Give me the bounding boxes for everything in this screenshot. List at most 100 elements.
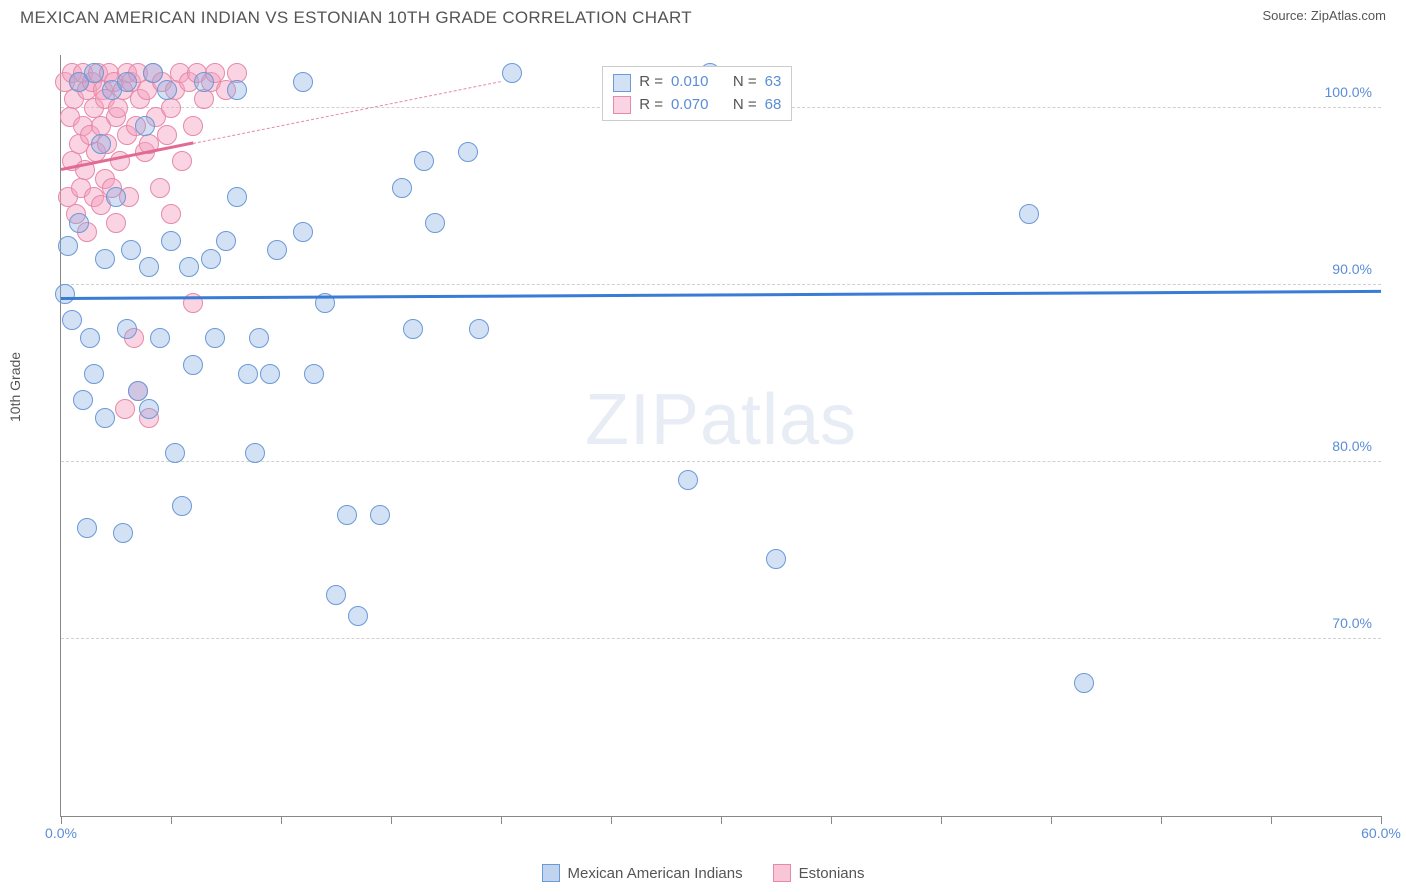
- x-tick: [281, 816, 282, 824]
- data-point: [157, 80, 177, 100]
- data-point: [293, 72, 313, 92]
- data-point: [135, 116, 155, 136]
- data-point: [143, 63, 163, 83]
- data-point: [80, 328, 100, 348]
- stat-n-label: N =: [733, 94, 757, 117]
- legend-swatch: [773, 864, 791, 882]
- stat-r-value: 0.070: [671, 94, 709, 117]
- data-point: [108, 98, 128, 118]
- data-point: [194, 89, 214, 109]
- series-swatch: [613, 96, 631, 114]
- stat-r-value: 0.010: [671, 71, 709, 94]
- data-point: [458, 142, 478, 162]
- data-point: [502, 63, 522, 83]
- data-point: [304, 364, 324, 384]
- data-point: [73, 390, 93, 410]
- data-point: [201, 249, 221, 269]
- data-point: [425, 213, 445, 233]
- source-attribution: Source: ZipAtlas.com: [1262, 8, 1386, 23]
- y-axis-label: 10th Grade: [7, 351, 23, 421]
- data-point: [115, 399, 135, 419]
- legend-label: Mexican American Indians: [568, 865, 743, 882]
- x-tick: [391, 816, 392, 824]
- data-point: [245, 443, 265, 463]
- gridline: [61, 638, 1381, 639]
- data-point: [469, 319, 489, 339]
- data-point: [249, 328, 269, 348]
- data-point: [117, 319, 137, 339]
- data-point: [260, 364, 280, 384]
- chart-container: 10th Grade ZIPatlas 70.0%80.0%90.0%100.0…: [20, 40, 1386, 847]
- data-point: [392, 178, 412, 198]
- data-point: [139, 399, 159, 419]
- stat-n-value: 63: [765, 71, 782, 94]
- data-point: [161, 98, 181, 118]
- data-point: [326, 585, 346, 605]
- data-point: [293, 222, 313, 242]
- stat-n-label: N =: [733, 71, 757, 94]
- data-point: [205, 328, 225, 348]
- source-link[interactable]: ZipAtlas.com: [1311, 8, 1386, 23]
- watermark: ZIPatlas: [585, 379, 857, 461]
- data-point: [117, 72, 137, 92]
- data-point: [62, 310, 82, 330]
- x-tick-label: 0.0%: [45, 825, 77, 841]
- data-point: [179, 257, 199, 277]
- legend: Mexican American Indians Estonians: [0, 864, 1406, 882]
- y-tick-label: 90.0%: [1328, 261, 1376, 277]
- data-point: [165, 443, 185, 463]
- data-point: [183, 355, 203, 375]
- x-tick: [61, 816, 62, 824]
- x-tick: [941, 816, 942, 824]
- data-point: [227, 187, 247, 207]
- data-point: [216, 231, 236, 251]
- data-point: [58, 236, 78, 256]
- x-tick: [611, 816, 612, 824]
- data-point: [150, 178, 170, 198]
- data-point: [414, 151, 434, 171]
- series-swatch: [613, 74, 631, 92]
- x-tick: [1381, 816, 1382, 824]
- legend-swatch: [542, 864, 560, 882]
- x-tick: [831, 816, 832, 824]
- y-tick-label: 80.0%: [1328, 438, 1376, 454]
- data-point: [106, 187, 126, 207]
- x-tick: [501, 816, 502, 824]
- data-point: [77, 518, 97, 538]
- data-point: [121, 240, 141, 260]
- data-point: [161, 204, 181, 224]
- data-point: [84, 364, 104, 384]
- data-point: [267, 240, 287, 260]
- data-point: [370, 505, 390, 525]
- x-tick: [721, 816, 722, 824]
- stat-r-label: R =: [639, 94, 663, 117]
- data-point: [348, 606, 368, 626]
- data-point: [337, 505, 357, 525]
- data-point: [1019, 204, 1039, 224]
- y-tick-label: 100.0%: [1321, 84, 1376, 100]
- legend-item: Mexican American Indians: [542, 864, 743, 882]
- stats-row: R = 0.070 N = 68: [613, 94, 781, 117]
- data-point: [161, 231, 181, 251]
- data-point: [95, 249, 115, 269]
- legend-item: Estonians: [773, 864, 865, 882]
- data-point: [95, 408, 115, 428]
- data-point: [172, 496, 192, 516]
- plot-area: ZIPatlas 70.0%80.0%90.0%100.0%0.0%60.0%R…: [60, 55, 1381, 817]
- data-point: [150, 328, 170, 348]
- data-point: [1074, 673, 1094, 693]
- data-point: [403, 319, 423, 339]
- gridline: [61, 284, 1381, 285]
- data-point: [194, 72, 214, 92]
- data-point: [157, 125, 177, 145]
- data-point: [766, 549, 786, 569]
- data-point: [238, 364, 258, 384]
- y-tick-label: 70.0%: [1328, 615, 1376, 631]
- stat-n-value: 68: [765, 94, 782, 117]
- data-point: [69, 213, 89, 233]
- chart-title: MEXICAN AMERICAN INDIAN VS ESTONIAN 10TH…: [20, 8, 692, 28]
- data-point: [139, 257, 159, 277]
- data-point: [227, 80, 247, 100]
- trend-line: [61, 290, 1381, 300]
- legend-label: Estonians: [799, 865, 865, 882]
